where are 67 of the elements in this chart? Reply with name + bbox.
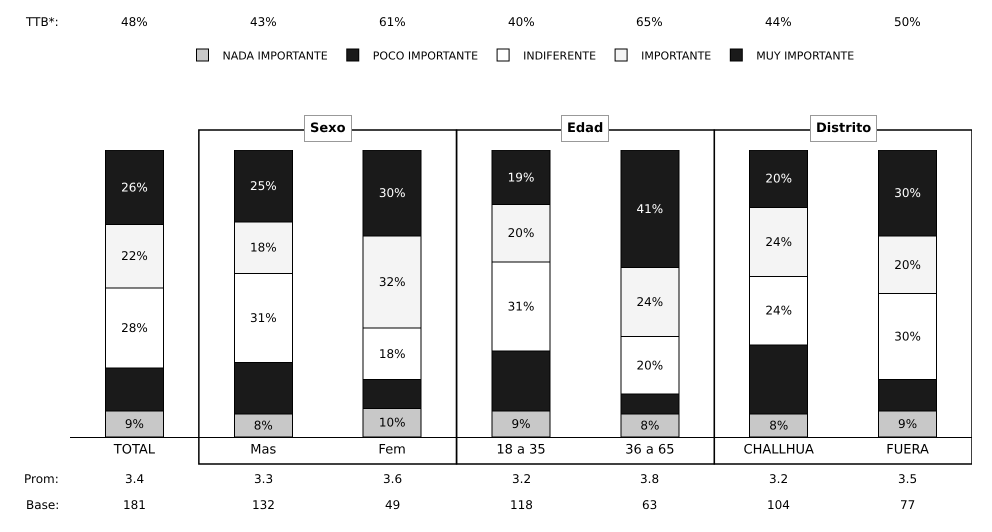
data-label: 18% [378,346,406,361]
data-label: 32% [378,275,406,290]
text: 49 [385,498,400,512]
data-label: 31% [508,299,534,314]
legend-label: INDIFERENTE [523,49,596,62]
text: 3.8 [640,472,660,486]
legend-label: POCO IMPORTANTE [372,49,478,62]
data-label: 22% [121,249,148,264]
text: 3.2 [769,472,788,486]
text: 132 [252,498,275,512]
data-label: 8% [769,418,788,433]
data-label: 10% [378,416,406,430]
legend-label: MUY IMPORTANTE [756,49,854,62]
text: 65% [636,15,663,29]
data-label: 9% [898,417,918,432]
data-label: 28% [121,320,148,335]
x-tick-label: CHALLHUA [744,442,814,458]
text: 61% [379,15,406,29]
text: 50% [894,15,921,29]
text: 3.5 [898,472,918,486]
data-label: 20% [636,358,664,372]
x-tick-label: 18 a 35 [496,442,546,458]
text: 63 [642,498,658,512]
data-label: 30% [894,330,921,344]
data-label: 30% [378,186,406,200]
legend-label: IMPORTANTE [641,49,712,62]
data-label: 41% [636,202,664,216]
text: 48% [121,15,148,29]
x-tick-label: Mas [250,442,276,458]
data-label: 24% [765,234,792,249]
text: 181 [123,498,146,512]
text: Base: [26,498,60,512]
text: 77 [900,498,916,512]
data-label: 31% [250,310,277,325]
text: 40% [508,15,535,29]
text: Edad [567,121,604,136]
data-label: 18% [250,240,277,255]
x-tick-label: Fem [378,442,406,458]
x-tick-label: FUERA [886,442,929,458]
data-label: 8% [254,418,273,433]
data-label: 20% [894,258,921,272]
text: Prom: [24,472,59,486]
data-label: 25% [250,178,277,193]
text: TTB*: [25,15,59,29]
text: 3.4 [125,472,144,486]
text: Sexo [310,121,346,136]
x-tick-label: 36 a 65 [625,442,675,458]
text: 118 [510,498,533,512]
data-label: 24% [765,304,792,318]
text: 3.2 [512,472,532,486]
text: 104 [767,498,790,512]
data-label: 9% [124,417,144,432]
data-label: 8% [640,418,660,433]
legend-label: NADA IMPORTANTE [222,49,328,62]
data-label: 20% [508,226,534,240]
text: 44% [765,15,792,29]
data-label: 24% [636,295,664,310]
text: 43% [250,15,277,29]
data-label: 26% [121,180,148,194]
data-label: 20% [765,172,792,186]
x-tick-label: TOTAL [112,442,156,458]
text: 3.6 [383,472,402,486]
data-label: 30% [894,186,921,200]
text: 3.3 [254,472,274,486]
data-label: 9% [511,417,531,432]
data-label: 19% [508,170,534,184]
text: Distrito [816,121,872,136]
